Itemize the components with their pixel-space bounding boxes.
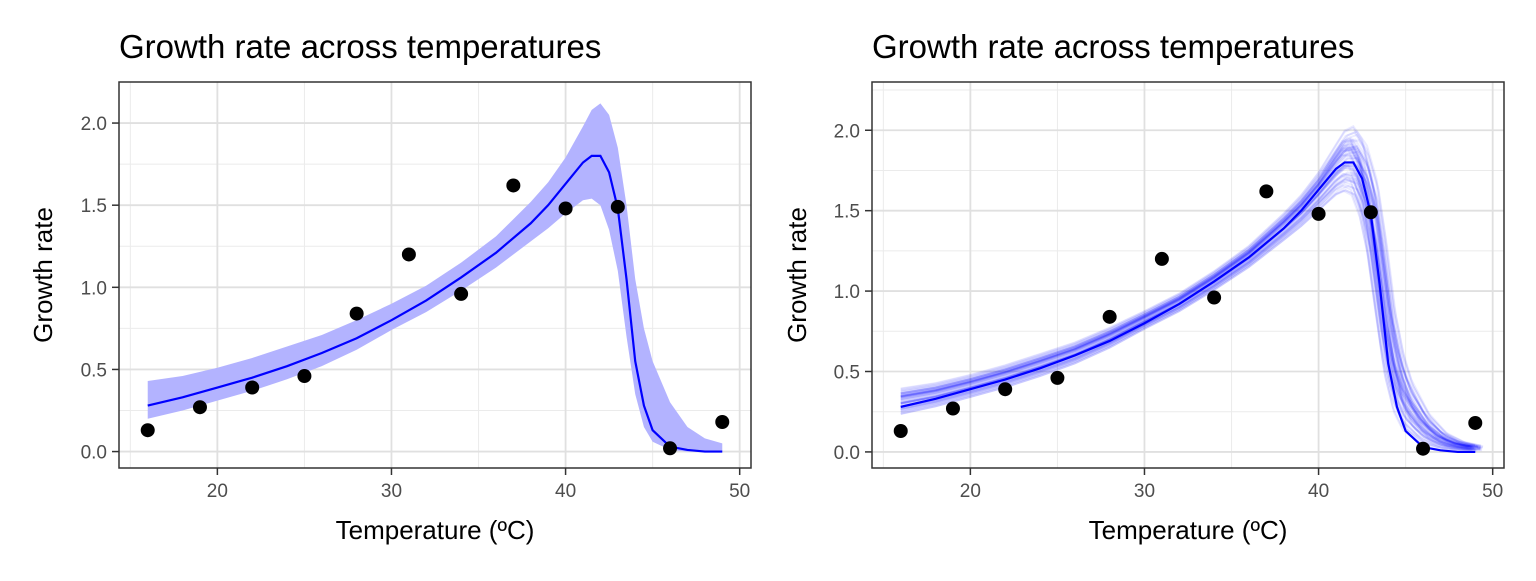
x-tick-label: 40 bbox=[1308, 481, 1329, 502]
data-point bbox=[558, 201, 573, 216]
x-tick-label: 30 bbox=[381, 481, 402, 502]
posterior-draw-line bbox=[900, 179, 1482, 451]
y-axis-title: Growth rate bbox=[782, 207, 812, 343]
y-tick-label: 0.0 bbox=[834, 443, 860, 464]
posterior-draw-line bbox=[900, 175, 1481, 451]
data-point bbox=[1311, 206, 1326, 221]
data-point bbox=[401, 247, 416, 262]
data-point bbox=[715, 415, 730, 430]
posterior-draw-line bbox=[900, 173, 1474, 451]
posterior-draw-line bbox=[900, 126, 1475, 447]
x-tick-label: 50 bbox=[1482, 481, 1503, 502]
posterior-draw-line bbox=[900, 145, 1481, 448]
fitted-curve bbox=[900, 161, 1476, 454]
posterior-draw-line bbox=[900, 178, 1477, 451]
posterior-draw-line bbox=[900, 148, 1473, 448]
posterior-draw-line bbox=[900, 146, 1474, 448]
posterior-draw-line bbox=[900, 171, 1482, 450]
data-point bbox=[1416, 441, 1431, 456]
data-point bbox=[893, 424, 908, 439]
y-axis-title: Growth rate bbox=[28, 207, 58, 343]
data-point bbox=[1207, 290, 1222, 305]
posterior-draw-line bbox=[900, 177, 1476, 451]
posterior-draw-line bbox=[900, 145, 1481, 448]
posterior-draw-line bbox=[900, 151, 1479, 449]
posterior-draw-line bbox=[900, 138, 1479, 448]
posterior-draw-line bbox=[900, 183, 1475, 452]
data-point bbox=[297, 369, 312, 384]
posterior-draw-line bbox=[900, 145, 1470, 448]
posterior-draw-line bbox=[900, 147, 1482, 448]
y-tick-label: 1.0 bbox=[81, 278, 107, 299]
data-point bbox=[1468, 415, 1483, 430]
y-tick-label: 1.0 bbox=[834, 282, 860, 303]
y-tick-label: 1.5 bbox=[81, 196, 107, 217]
posterior-draw-line bbox=[900, 153, 1470, 449]
x-tick-label: 30 bbox=[1134, 481, 1155, 502]
posterior-draw-line bbox=[900, 162, 1476, 450]
chart-title: Growth rate across temperatures bbox=[872, 28, 1354, 65]
data-point bbox=[663, 441, 678, 456]
data-point bbox=[998, 382, 1013, 397]
data-point bbox=[610, 199, 625, 214]
posterior-draw-line bbox=[900, 142, 1473, 448]
posterior-draw-line bbox=[900, 130, 1482, 447]
x-axis-title: Temperature (ºC) bbox=[336, 515, 535, 545]
posterior-draw-line bbox=[900, 149, 1474, 449]
data-point bbox=[1259, 184, 1274, 199]
data-point bbox=[349, 306, 364, 321]
y-tick-label: 2.0 bbox=[81, 114, 107, 135]
x-axis-title: Temperature (ºC) bbox=[1089, 515, 1288, 545]
posterior-draw-line bbox=[900, 139, 1484, 448]
x-tick-label: 40 bbox=[555, 481, 576, 502]
data-point bbox=[506, 178, 521, 193]
data-point bbox=[1363, 205, 1378, 220]
data-point bbox=[140, 423, 155, 438]
y-tick-label: 0.5 bbox=[81, 360, 107, 381]
x-tick-label: 20 bbox=[207, 481, 228, 502]
posterior-draw-line bbox=[900, 160, 1483, 449]
plot-border bbox=[871, 81, 1505, 469]
data-point bbox=[454, 286, 469, 301]
chart-panel-2: 20 30 40 50 0.0 0.5 1.0 1.5 2.0 Growth rate acros… bbox=[782, 28, 1505, 545]
x-tick-label: 20 bbox=[960, 481, 981, 502]
posterior-draw-line bbox=[900, 145, 1472, 448]
posterior-draw-line bbox=[900, 172, 1472, 451]
posterior-draw-line bbox=[900, 139, 1471, 448]
plot-background bbox=[872, 82, 1504, 468]
posterior-draw-line bbox=[900, 162, 1481, 450]
posterior-draw-line bbox=[900, 137, 1471, 448]
posterior-draw-line bbox=[900, 172, 1480, 451]
posterior-draw-line bbox=[900, 131, 1478, 447]
chart-panel-1: 20 30 40 50 0.0 0.5 1.0 1.5 2.0 Growth rate acros… bbox=[28, 28, 752, 545]
posterior-draw-line bbox=[900, 148, 1468, 448]
y-tick-label: 0.5 bbox=[834, 363, 860, 384]
data-point bbox=[245, 380, 260, 395]
data-point bbox=[945, 401, 960, 416]
y-tick-label: 0.0 bbox=[81, 443, 107, 464]
posterior-draw-line bbox=[900, 137, 1473, 448]
posterior-draw-line bbox=[900, 177, 1480, 451]
posterior-draw-line bbox=[900, 124, 1476, 447]
posterior-draw-line bbox=[900, 163, 1482, 450]
x-tick-label: 50 bbox=[729, 481, 750, 502]
posterior-draw-line bbox=[900, 138, 1476, 448]
posterior-draw-line bbox=[900, 141, 1472, 448]
data-point bbox=[1050, 370, 1065, 385]
fitted-curve bbox=[147, 154, 723, 453]
posterior-draw-line bbox=[900, 147, 1479, 448]
data-point bbox=[1154, 251, 1169, 266]
posterior-draw-line bbox=[900, 143, 1474, 448]
plot-border bbox=[118, 81, 752, 469]
y-tick-label: 2.0 bbox=[834, 121, 860, 142]
data-point bbox=[192, 400, 207, 415]
posterior-draw-line bbox=[900, 148, 1473, 449]
chart-title: Growth rate across temperatures bbox=[119, 28, 601, 65]
data-point bbox=[1102, 309, 1117, 324]
posterior-draw-line bbox=[900, 150, 1484, 449]
y-tick-label: 1.5 bbox=[834, 202, 860, 223]
posterior-draw-line bbox=[900, 133, 1481, 447]
